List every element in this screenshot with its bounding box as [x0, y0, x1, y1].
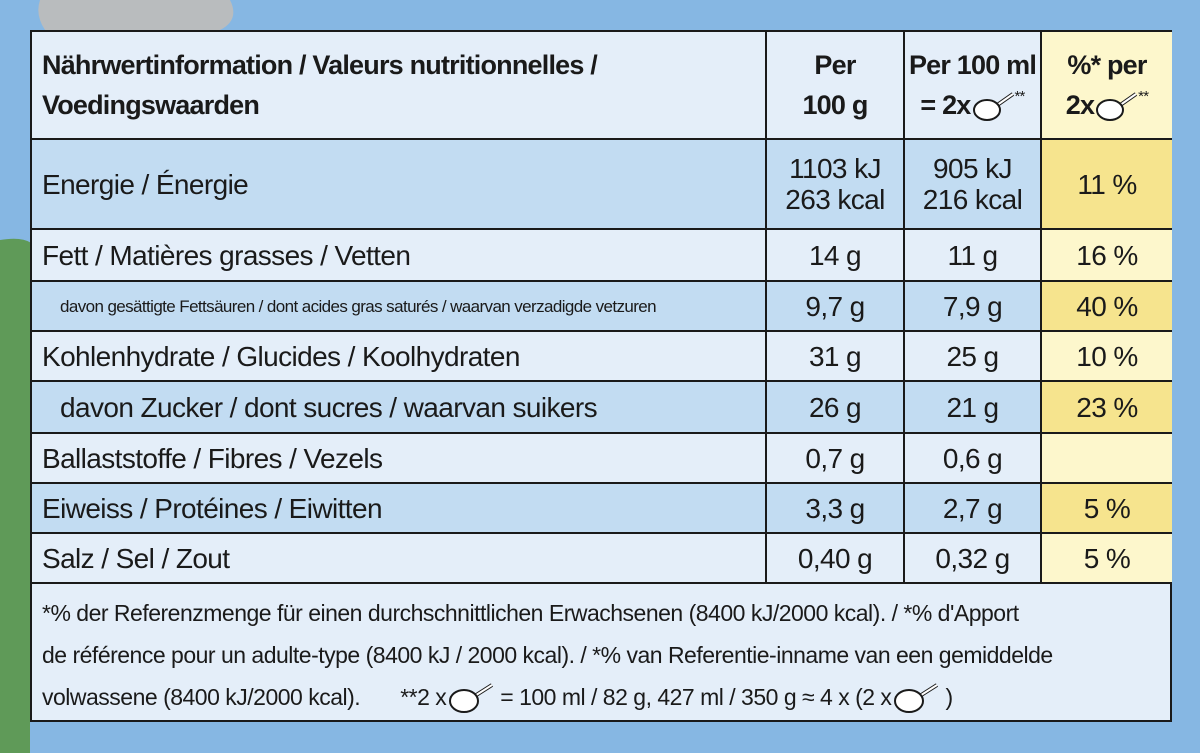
footnote-text: )	[945, 684, 953, 710]
header-text: = 2x	[920, 90, 971, 120]
percent: 23 %	[1076, 391, 1138, 423]
row-label: Kohlenhydrate / Glucides / Koolhydraten	[42, 340, 520, 372]
value: 3,3 g	[805, 492, 865, 524]
header-text: Nährwertinformation / Valeurs nutritionn…	[42, 50, 598, 80]
row-label-cell: Fett / Matières grasses / Vetten	[32, 230, 767, 282]
value-cell: 26 g	[767, 382, 905, 434]
value: 26 g	[808, 391, 862, 423]
value-cell: 2,7 g	[905, 484, 1042, 534]
percent-cell: 10 %	[1042, 332, 1172, 382]
footnote-text: = 100 ml / 82 g, 427 ml / 350 g ≈ 4 x (2…	[500, 684, 892, 710]
value: 7,9 g	[942, 290, 1003, 322]
scoop-icon	[449, 683, 494, 713]
value-cell: 1103 kJ 263 kcal	[767, 140, 905, 230]
header-line: 2x **	[1066, 85, 1149, 125]
percent: 11 %	[1077, 168, 1137, 200]
nutrition-table: Nährwertinformation / Valeurs nutritionn…	[30, 30, 1172, 722]
header-text: Per	[814, 50, 856, 80]
percent-cell: 5 %	[1042, 484, 1172, 534]
value-cell: 0,32 g	[905, 534, 1042, 584]
value: 216 kcal	[922, 184, 1023, 215]
row-label-cell: Energie / Énergie	[32, 140, 767, 230]
header-text: 100 g	[802, 90, 868, 120]
row-label-cell: Salz / Sel / Zout	[32, 534, 767, 584]
header-label: Nährwertinformation / Valeurs nutritionn…	[32, 32, 767, 140]
value: 0,40 g	[797, 542, 873, 574]
row-label: Salz / Sel / Zout	[42, 542, 230, 574]
footnote-line: *% der Referenzmenge für einen durchschn…	[42, 600, 1019, 626]
header-line: = 2x **	[920, 85, 1026, 125]
value: 905 kJ	[933, 153, 1013, 184]
header-text: **	[1138, 88, 1149, 105]
value: 0,7 g	[805, 442, 865, 474]
value-cell: 31 g	[767, 332, 905, 382]
value-cell: 0,7 g	[767, 434, 905, 484]
percent-cell: 23 %	[1042, 382, 1172, 434]
row-label-cell: Kohlenhydrate / Glucides / Koolhydraten	[32, 332, 767, 382]
row-label: Eiweiss / Protéines / Eiwitten	[42, 492, 383, 524]
percent-cell: 40 %	[1042, 282, 1172, 332]
scoop-icon	[1096, 92, 1138, 121]
row-label: Ballaststoffe / Fibres / Vezels	[42, 442, 383, 474]
header-per-100g: Per 100 g	[767, 32, 905, 140]
percent: 5 %	[1083, 542, 1131, 574]
footnote-text: volwassene (8400 kJ/2000 kcal).	[42, 684, 361, 710]
value: 0,6 g	[942, 442, 1003, 474]
footnote-text: **2 x	[400, 684, 447, 710]
percent-cell: 11 %	[1042, 140, 1172, 230]
value-cell: 905 kJ 216 kcal	[905, 140, 1042, 230]
footnote: *% der Referenzmenge für einen durchschn…	[32, 584, 1170, 720]
row-label-cell: Ballaststoffe / Fibres / Vezels	[32, 434, 767, 484]
value: 25 g	[946, 340, 999, 372]
value: 14 g	[808, 239, 862, 271]
value: 21 g	[946, 391, 999, 423]
row-label: Energie / Énergie	[42, 168, 249, 200]
row-label-cell: davon Zucker / dont sucres / waarvan sui…	[32, 382, 767, 434]
value-cell: 9,7 g	[767, 282, 905, 332]
value-cell: 25 g	[905, 332, 1042, 382]
percent: 40 %	[1076, 290, 1138, 322]
footnote-line: de référence pour un adulte-type (8400 k…	[42, 642, 1053, 668]
percent: 10 %	[1076, 340, 1138, 372]
percent: 5 %	[1083, 492, 1131, 524]
row-label-cell: Eiweiss / Protéines / Eiwitten	[32, 484, 767, 534]
value-cell: 3,3 g	[767, 484, 905, 534]
header-text: 2x	[1065, 90, 1095, 120]
value: 263 kcal	[785, 184, 885, 215]
value-cell: 0,6 g	[905, 434, 1042, 484]
value-cell: 14 g	[767, 230, 905, 282]
header-text: Per 100 ml	[908, 50, 1037, 80]
percent-cell: 5 %	[1042, 534, 1172, 584]
row-label: Fett / Matières grasses / Vetten	[42, 239, 411, 271]
header-text: %* per	[1067, 50, 1147, 80]
header-text: **	[1014, 88, 1026, 105]
scoop-icon	[894, 683, 939, 713]
value: 31 g	[808, 340, 862, 372]
value: 11 g	[947, 239, 998, 271]
percent: 16 %	[1076, 239, 1138, 271]
value-cell: 0,40 g	[767, 534, 905, 584]
header-per-100ml: Per 100 ml = 2x **	[905, 32, 1042, 140]
row-label: davon Zucker / dont sucres / waarvan sui…	[60, 391, 598, 423]
value-cell: 11 g	[905, 230, 1042, 282]
header-percent: %* per 2x **	[1042, 32, 1172, 140]
value: 2,7 g	[942, 492, 1003, 524]
value-cell: 21 g	[905, 382, 1042, 434]
scoop-icon	[972, 92, 1014, 121]
value: 1103 kJ	[789, 153, 881, 184]
value-cell: 7,9 g	[905, 282, 1042, 332]
header-text: Voedingswaarden	[42, 90, 260, 120]
row-label-cell: davon gesättigte Fettsäuren / dont acide…	[32, 282, 767, 332]
row-label: davon gesättigte Fettsäuren / dont acide…	[60, 296, 657, 316]
percent-cell: 16 %	[1042, 230, 1172, 282]
percent-cell	[1042, 434, 1172, 484]
value: 9,7 g	[805, 290, 865, 322]
footnote-line: volwassene (8400 kJ/2000 kcal). **2 x = …	[42, 676, 1170, 718]
value: 0,32 g	[935, 542, 1010, 574]
